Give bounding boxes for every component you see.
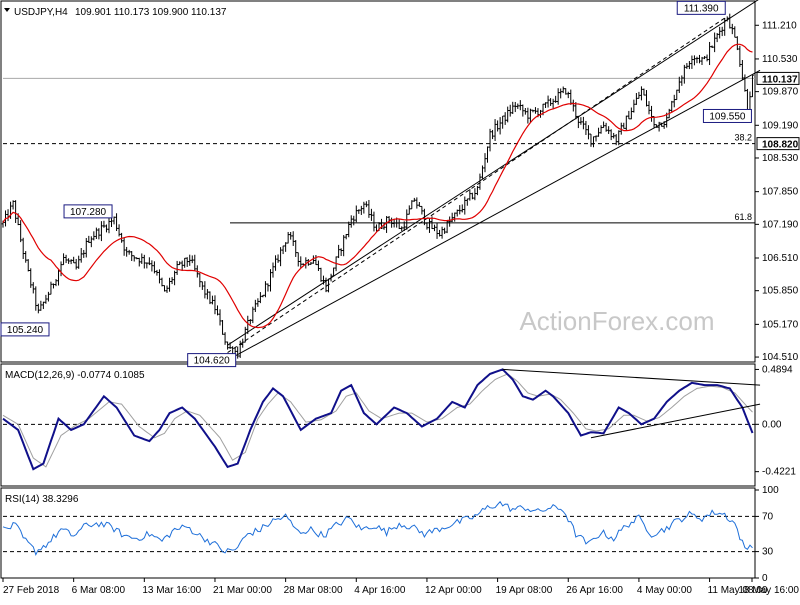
x-tick-label: 28 Mar 08:00 [284,585,343,596]
channel-line-1 [227,69,761,361]
point-label: 111.390 [684,3,719,14]
macd-trendline-0 [502,368,761,386]
watermark-text: ActionForex.com [519,306,714,336]
rsi-tick-label: 70 [762,511,774,522]
macd-header: MACD(12,26,9) -0.0774 0.1085 [5,370,145,381]
channel-line-2 [227,15,728,354]
macd-main-line [2,368,754,471]
fib-label-38.2: 38.2 [734,133,752,143]
x-tick-label: 6 Mar 08:00 [72,585,126,596]
price-tick-label: 108.530 [762,153,799,164]
price-tick-label: 109.190 [762,120,799,131]
price-tick-label: 111.210 [762,20,797,31]
channel-line-0 [227,0,759,346]
rsi-tick-label: 100 [762,485,779,496]
x-tick-label: 12 Apr 00:00 [425,585,482,596]
point-label-box [0,322,50,337]
x-tick-label: 13 Mar 16:00 [142,585,201,596]
rsi-line [2,500,753,557]
x-tick-label: 4 Apr 16:00 [354,585,406,596]
price-tick-label: 107.850 [762,187,799,198]
x-tick-label: 21 Mar 00:00 [213,585,272,596]
price-tick-label: 107.190 [762,219,799,230]
price-panel-frame [0,0,756,363]
price-tick-label: 105.850 [762,286,799,297]
price-tick-label: 106.510 [762,253,799,264]
rsi-tick-label: 30 [762,547,774,558]
ohlc-label: 109.901 110.173 109.900 110.137 [75,7,227,18]
dropdown-triangle-icon [4,8,10,12]
point-label-box [63,204,113,219]
price-tick-label: 110.530 [762,54,798,65]
current-price-badge-text: 110.137 [762,74,798,85]
symbol-label: USDJPY,H4 [14,7,68,18]
macd-tick-label: 0.4894 [762,364,793,375]
point-label: 105.240 [7,325,44,336]
rsi-header: RSI(14) 38.3296 [5,494,79,505]
price-tick-label: 104.510 [762,352,799,363]
level-price-badge [756,137,800,151]
macd-trendline-1 [590,403,761,439]
macd-tick-label: -0.4221 [762,467,796,478]
x-tick-label: 4 May 00:00 [637,585,692,596]
macd-signal-line [2,373,753,468]
moving-average-line [2,43,753,329]
x-tick-label: 27 Feb 2018 [3,585,60,596]
price-tick-label: 105.170 [762,319,799,330]
point-label: 104.620 [194,356,231,367]
point-label-box [676,0,726,15]
fib-label-618: 61.8 [734,212,752,222]
rsi-panel-frame [0,487,756,579]
rsi-tick-label: 0 [762,573,768,584]
level-price-badge-text: 108.820 [762,140,799,151]
x-tick-label: 19 Apr 08:00 [496,585,553,596]
x-tick-label: 26 Apr 16:00 [566,585,623,596]
macd-tick-label: 0.00 [762,419,782,430]
point-label-box [187,353,237,368]
point-label: 107.280 [70,207,107,218]
current-price-badge [756,71,800,85]
x-tick-label: 18 May 16:00 [738,585,799,596]
x-tick-label: 11 May 08:00 [708,585,768,596]
point-label: 109.550 [709,111,746,122]
point-label-box [702,108,752,123]
price-tick-label: 109.870 [762,87,799,98]
